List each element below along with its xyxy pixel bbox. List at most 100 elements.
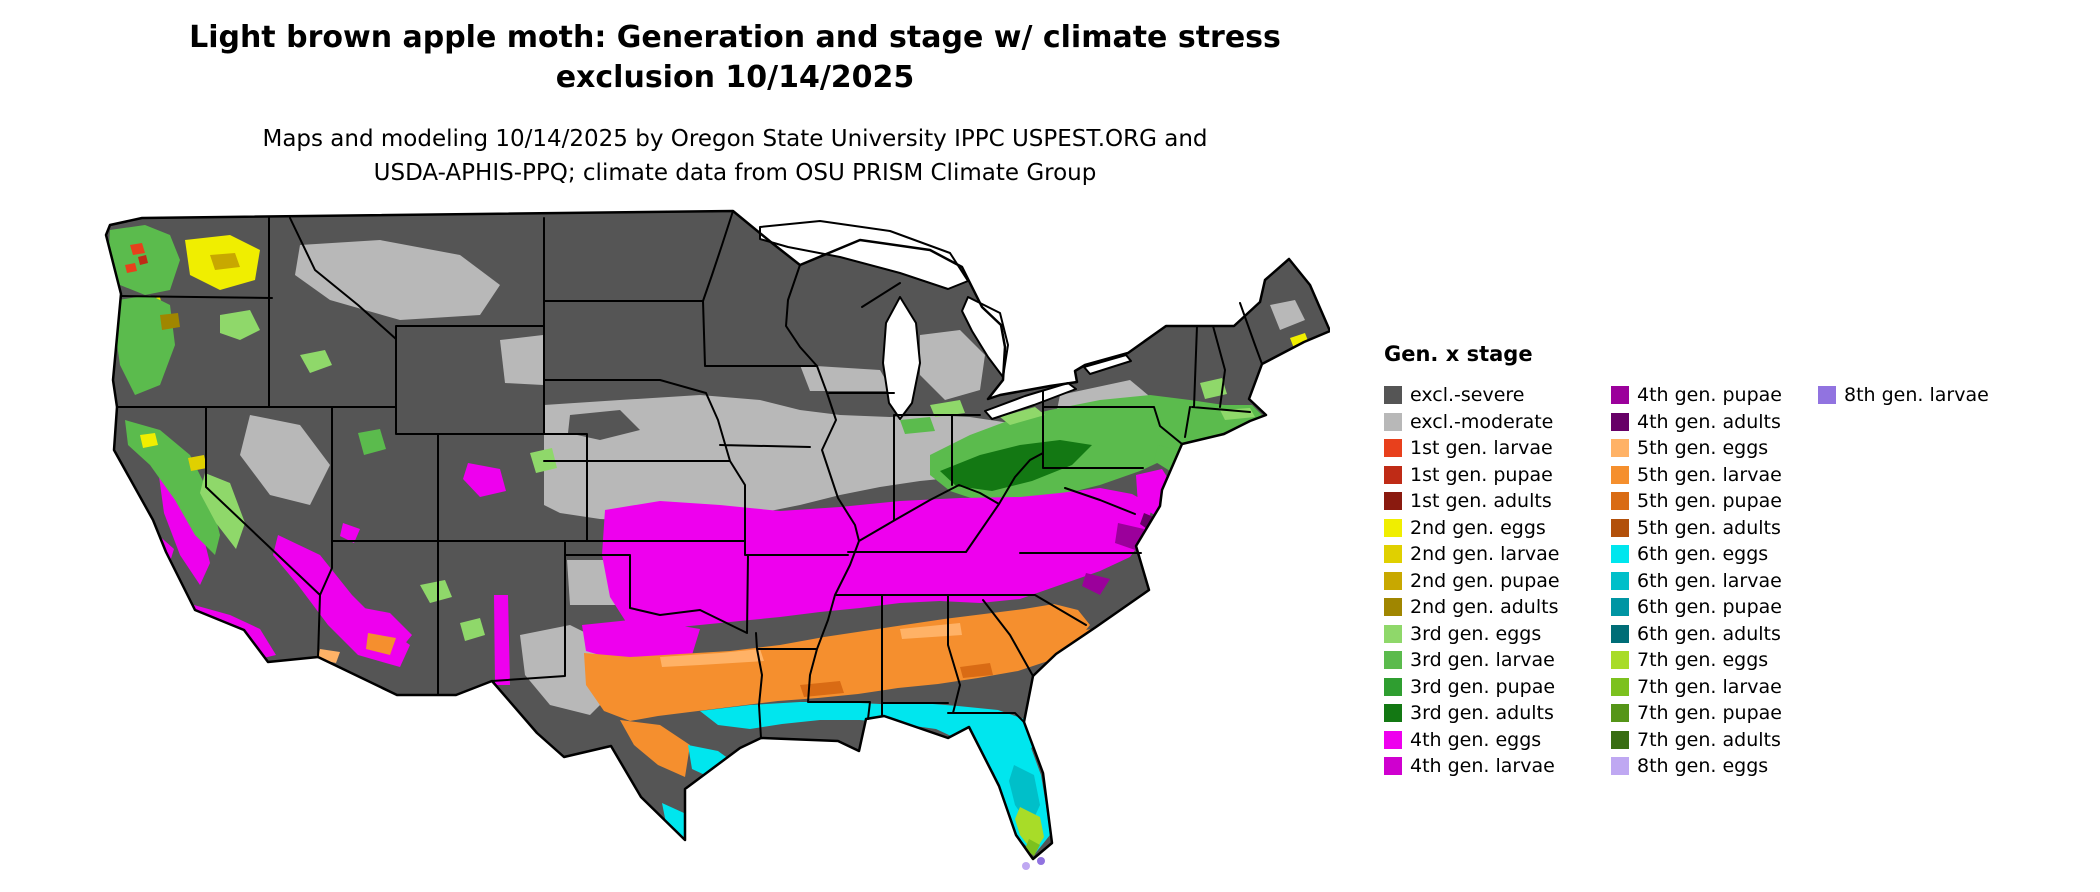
legend-item: 3rd gen. larvae bbox=[1384, 647, 1560, 674]
legend-item: 8th gen. larvae bbox=[1818, 382, 1989, 409]
legend-swatch bbox=[1611, 677, 1629, 696]
map-region bbox=[463, 463, 506, 497]
lake-erie bbox=[984, 382, 1077, 420]
page-title-line1: Light brown apple moth: Generation and s… bbox=[189, 20, 1281, 55]
legend-swatch bbox=[1384, 518, 1402, 537]
legend-label: 4th gen. larvae bbox=[1410, 755, 1555, 778]
map-region bbox=[210, 253, 240, 270]
map-region bbox=[366, 633, 396, 655]
legend-swatch bbox=[1611, 651, 1629, 670]
legend-item: 2nd gen. eggs bbox=[1384, 515, 1560, 542]
map-region bbox=[700, 702, 1034, 763]
legend-item: 4th gen. larvae bbox=[1384, 753, 1560, 780]
legend-swatch bbox=[1384, 571, 1402, 590]
map-region bbox=[930, 400, 965, 417]
legend-swatch bbox=[1384, 545, 1402, 564]
legend-swatch bbox=[1611, 624, 1629, 643]
legend-item: 6th gen. eggs bbox=[1611, 541, 1782, 568]
map-region bbox=[125, 420, 220, 555]
map-region bbox=[295, 240, 500, 320]
legend-item: 8th gen. eggs bbox=[1611, 753, 1782, 780]
map-region bbox=[1154, 445, 1180, 471]
map-region bbox=[460, 618, 485, 641]
legend-swatch bbox=[1611, 518, 1629, 537]
legend-item: 5th gen. larvae bbox=[1611, 462, 1782, 489]
legend-swatch bbox=[1384, 757, 1402, 776]
legend-swatch bbox=[1384, 386, 1402, 405]
legend-label: 3rd gen. adults bbox=[1410, 702, 1554, 725]
legend-item: excl.-severe bbox=[1384, 382, 1560, 409]
great-lakes bbox=[759, 220, 1132, 420]
map-region bbox=[1200, 378, 1227, 399]
legend-label: 5th gen. eggs bbox=[1637, 437, 1769, 460]
legend-label: 2nd gen. eggs bbox=[1410, 516, 1546, 539]
legend-swatch bbox=[1384, 465, 1402, 484]
page-subtitle-line2: USDA-APHIS-PPQ; climate data from OSU PR… bbox=[373, 160, 1097, 186]
legend-label: 6th gen. larvae bbox=[1637, 569, 1782, 592]
legend-label: 7th gen. adults bbox=[1637, 728, 1781, 751]
legend-item: 5th gen. eggs bbox=[1611, 435, 1782, 462]
legend-swatch bbox=[1384, 412, 1402, 431]
legend-label: 6th gen. adults bbox=[1637, 622, 1781, 645]
legend-swatch bbox=[1384, 439, 1402, 458]
legend-swatch bbox=[1611, 439, 1629, 458]
map-region bbox=[582, 619, 700, 661]
legend-label: 8th gen. eggs bbox=[1637, 755, 1769, 778]
legend-swatch bbox=[1611, 386, 1629, 405]
legend-item: 1st gen. pupae bbox=[1384, 462, 1560, 489]
map-region bbox=[358, 429, 386, 455]
legend-label: 2nd gen. adults bbox=[1410, 596, 1559, 619]
legend-swatch bbox=[1611, 704, 1629, 723]
map-regions bbox=[106, 211, 1330, 859]
map-region bbox=[160, 313, 180, 330]
map-region bbox=[800, 681, 844, 697]
page-title-line2: exclusion 10/14/2025 bbox=[555, 60, 915, 95]
page-subtitle: Maps and modeling 10/14/2025 by Oregon S… bbox=[0, 122, 1470, 190]
legend-label: 1st gen. larvae bbox=[1410, 437, 1553, 460]
legend-label: 4th gen. pupae bbox=[1637, 384, 1782, 407]
legend-column-1: excl.-severe excl.-moderate 1st gen. larva… bbox=[1384, 382, 1560, 780]
legend-label: 6th gen. eggs bbox=[1637, 543, 1769, 566]
legend-swatch bbox=[1818, 386, 1836, 405]
legend-label: 5th gen. adults bbox=[1637, 516, 1781, 539]
map-region bbox=[1009, 765, 1040, 827]
map-region bbox=[500, 335, 543, 385]
legend-item: 2nd gen. adults bbox=[1384, 594, 1560, 621]
lake-huron bbox=[961, 296, 1009, 378]
map-region bbox=[420, 580, 452, 603]
legend-swatch bbox=[1611, 492, 1629, 511]
map-region bbox=[158, 469, 210, 585]
map-region bbox=[125, 263, 137, 273]
legend-label: 4th gen. eggs bbox=[1410, 728, 1542, 751]
map-region bbox=[1000, 407, 1045, 425]
legend-label: 2nd gen. larvae bbox=[1410, 543, 1560, 566]
legend-label: excl.-severe bbox=[1410, 384, 1525, 407]
us-map-svg bbox=[104, 209, 1330, 870]
legend-item: 7th gen. larvae bbox=[1611, 674, 1782, 701]
legend-swatch bbox=[1384, 598, 1402, 617]
map-region bbox=[140, 433, 158, 448]
map-region bbox=[115, 295, 175, 395]
legend-item: 6th gen. pupae bbox=[1611, 594, 1782, 621]
map-region bbox=[1082, 573, 1110, 595]
legend-item: 3rd gen. adults bbox=[1384, 700, 1560, 727]
legend-column-2: 4th gen. pupae 4th gen. adults 5th gen. eg… bbox=[1611, 382, 1782, 780]
legend-label: 3rd gen. pupae bbox=[1410, 675, 1556, 698]
legend-swatch bbox=[1611, 730, 1629, 749]
legend-item: 5th gen. adults bbox=[1611, 515, 1782, 542]
legend-item: 1st gen. adults bbox=[1384, 488, 1560, 515]
map-region bbox=[568, 410, 640, 440]
legend-swatch bbox=[1611, 598, 1629, 617]
map-region bbox=[602, 488, 1152, 629]
map-region bbox=[620, 720, 690, 777]
page-subtitle-line1: Maps and modeling 10/14/2025 by Oregon S… bbox=[262, 126, 1208, 152]
map-region-florida-keys bbox=[1037, 857, 1045, 865]
legend-item: 6th gen. larvae bbox=[1611, 568, 1782, 595]
legend-swatch bbox=[1611, 465, 1629, 484]
map-region bbox=[348, 605, 412, 657]
legend-label: 5th gen. pupae bbox=[1637, 490, 1782, 513]
legend-item: 4th gen. eggs bbox=[1384, 727, 1560, 754]
us-map bbox=[100, 205, 1330, 892]
legend-item: 4th gen. adults bbox=[1611, 409, 1782, 436]
map-region bbox=[900, 417, 935, 434]
